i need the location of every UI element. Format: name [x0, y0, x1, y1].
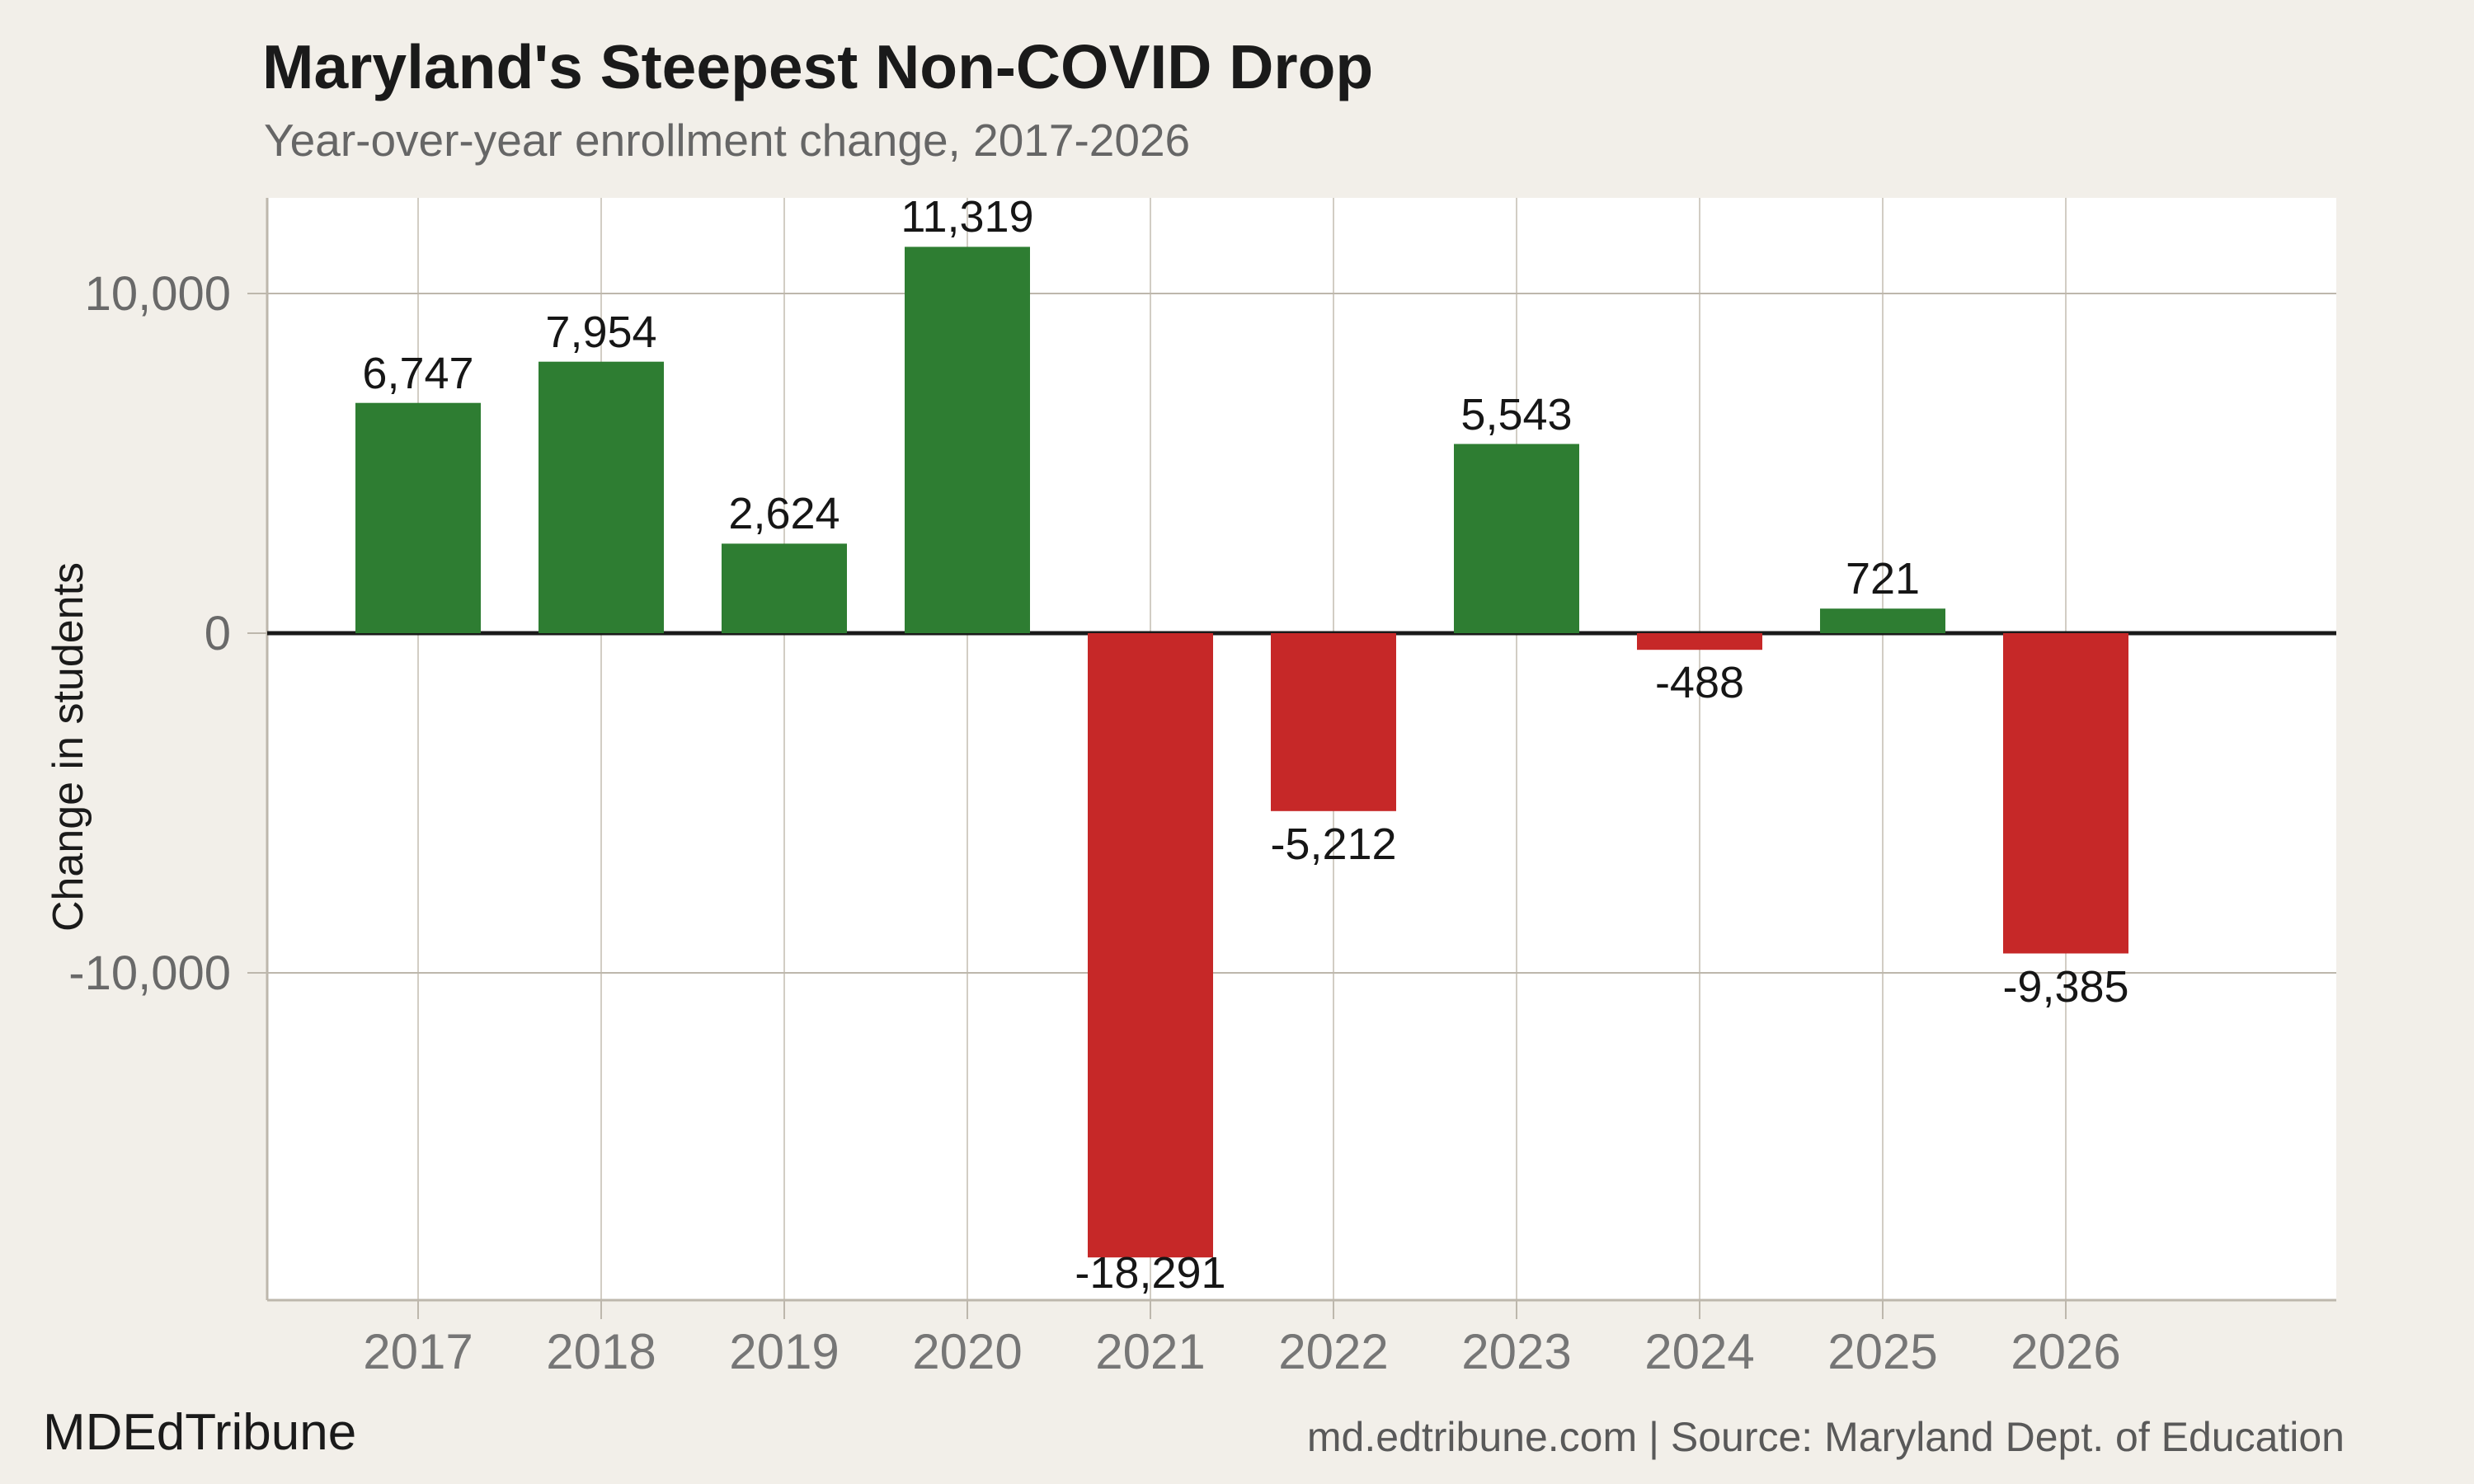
- svg-text:2023: 2023: [1461, 1324, 1571, 1379]
- svg-text:7,954: 7,954: [545, 308, 656, 357]
- svg-text:2021: 2021: [1095, 1324, 1205, 1379]
- svg-text:11,319: 11,319: [901, 192, 1033, 242]
- svg-text:2018: 2018: [546, 1324, 656, 1379]
- svg-text:-18,291: -18,291: [1075, 1248, 1225, 1298]
- svg-text:10,000: 10,000: [85, 267, 231, 321]
- svg-text:721: 721: [1846, 554, 1920, 603]
- svg-text:0: 0: [205, 607, 231, 660]
- svg-text:2017: 2017: [363, 1324, 473, 1379]
- svg-text:-488: -488: [1655, 658, 1744, 707]
- svg-text:5,543: 5,543: [1460, 390, 1572, 439]
- svg-text:2022: 2022: [1278, 1324, 1388, 1379]
- svg-text:-5,212: -5,212: [1270, 819, 1396, 869]
- svg-text:2020: 2020: [912, 1324, 1022, 1379]
- svg-text:2025: 2025: [1827, 1324, 1937, 1379]
- svg-text:2,624: 2,624: [728, 489, 840, 538]
- svg-text:2026: 2026: [2011, 1324, 2120, 1379]
- svg-text:-10,000: -10,000: [68, 946, 231, 1000]
- svg-text:6,747: 6,747: [362, 349, 473, 398]
- svg-text:-9,385: -9,385: [2002, 962, 2128, 1012]
- svg-text:2024: 2024: [1644, 1324, 1754, 1379]
- svg-text:Change in students: Change in students: [45, 562, 92, 932]
- svg-text:2019: 2019: [729, 1324, 839, 1379]
